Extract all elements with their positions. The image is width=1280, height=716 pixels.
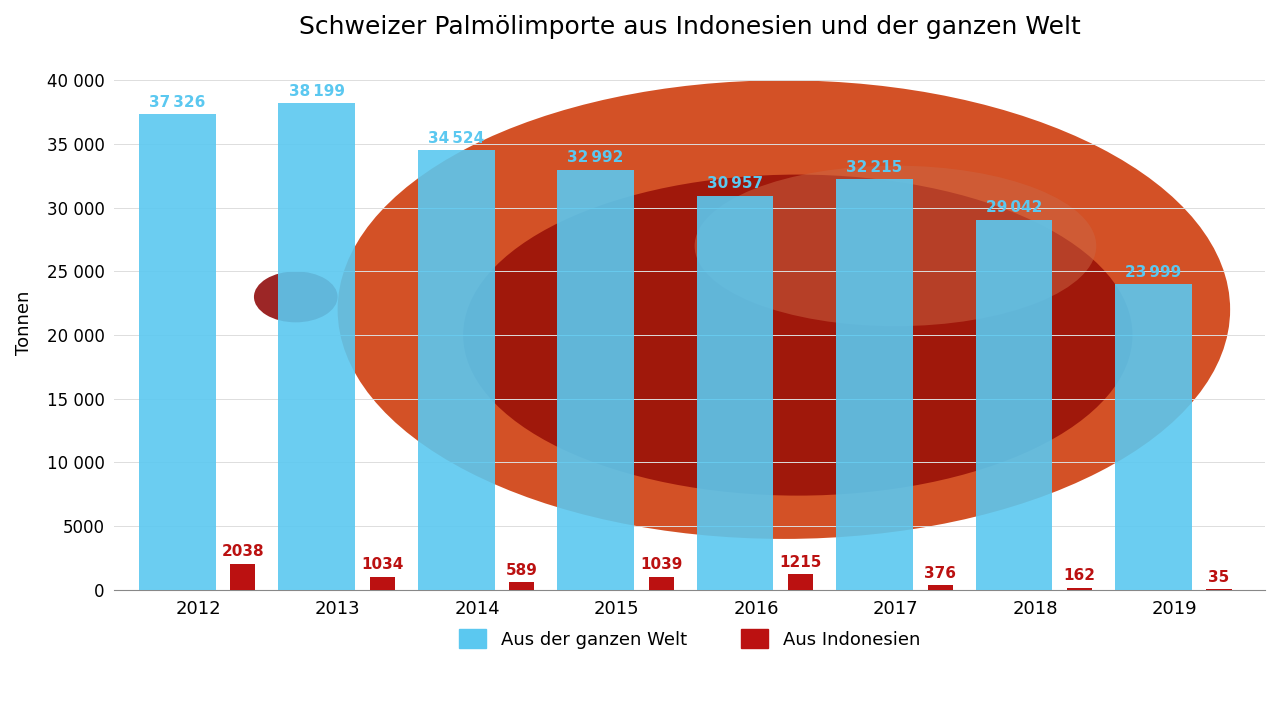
Text: 35: 35 <box>1208 570 1230 585</box>
Bar <box>836 180 913 590</box>
Bar <box>230 564 255 590</box>
Text: 32 992: 32 992 <box>567 150 623 165</box>
Bar <box>788 574 813 590</box>
Bar <box>140 115 215 590</box>
Text: 38 199: 38 199 <box>289 84 344 99</box>
Text: 23 999: 23 999 <box>1125 265 1181 280</box>
Text: 29 042: 29 042 <box>986 200 1042 216</box>
Bar <box>509 582 534 590</box>
Text: 1215: 1215 <box>780 555 822 570</box>
Text: 1034: 1034 <box>361 557 403 572</box>
Y-axis label: Tonnen: Tonnen <box>15 290 33 354</box>
Bar <box>975 220 1052 590</box>
Text: 34 524: 34 524 <box>428 130 484 145</box>
Bar <box>370 576 394 590</box>
Ellipse shape <box>253 271 338 322</box>
Legend: Aus der ganzen Welt, Aus Indonesien: Aus der ganzen Welt, Aus Indonesien <box>452 622 927 656</box>
Ellipse shape <box>463 175 1133 495</box>
Text: 162: 162 <box>1064 569 1096 584</box>
Text: 32 215: 32 215 <box>846 160 902 175</box>
Bar <box>649 576 673 590</box>
Bar <box>557 170 634 590</box>
Bar <box>696 195 773 590</box>
Bar <box>278 103 355 590</box>
Text: 2038: 2038 <box>221 544 264 559</box>
Ellipse shape <box>695 165 1096 326</box>
Text: 30 957: 30 957 <box>707 176 763 191</box>
Bar <box>417 150 494 590</box>
Bar <box>928 585 952 590</box>
Text: 376: 376 <box>924 566 956 581</box>
Text: 589: 589 <box>506 563 538 578</box>
Bar <box>1068 588 1092 590</box>
Text: 1039: 1039 <box>640 557 682 572</box>
Text: 37 326: 37 326 <box>148 95 205 110</box>
Bar <box>1115 284 1192 590</box>
Title: Schweizer Palmölimporte aus Indonesien und der ganzen Welt: Schweizer Palmölimporte aus Indonesien u… <box>298 15 1080 39</box>
Ellipse shape <box>338 80 1230 539</box>
